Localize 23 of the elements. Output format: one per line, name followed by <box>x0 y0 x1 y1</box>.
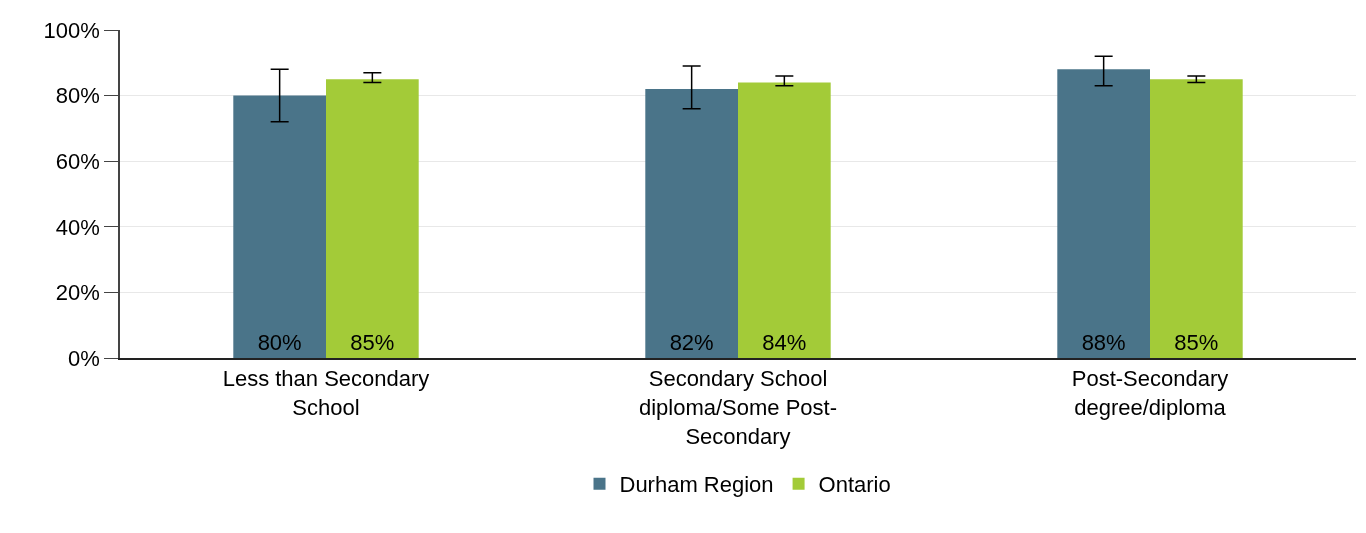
data-label: 85% <box>350 330 395 355</box>
bar <box>1057 69 1150 358</box>
y-tick-label: 0% <box>68 345 100 371</box>
bar <box>326 79 419 358</box>
bar <box>1150 79 1243 358</box>
data-label: 82% <box>669 330 714 355</box>
data-label: 88% <box>1081 330 1126 355</box>
x-tick-label: Secondary School diploma/Some Post-Secondary <box>638 366 838 449</box>
data-label: 85% <box>1174 330 1219 355</box>
y-tick-label: 100% <box>43 17 100 43</box>
x-tick-label: Post-Secondary degree/diploma <box>1071 366 1229 420</box>
bar <box>645 89 738 358</box>
y-tick-label: 60% <box>55 148 100 174</box>
data-label: 84% <box>762 330 807 355</box>
y-tick-label: 20% <box>55 280 100 306</box>
y-tick-label: 40% <box>55 214 100 240</box>
y-tick-label: 80% <box>55 83 100 109</box>
legend-label: Ontario <box>818 472 891 498</box>
data-label: 80% <box>257 330 302 355</box>
legend-label: Durham Region <box>619 472 774 498</box>
bar <box>738 82 831 358</box>
x-tick-label: Less than Secondary School <box>222 366 430 420</box>
bar <box>233 95 326 358</box>
